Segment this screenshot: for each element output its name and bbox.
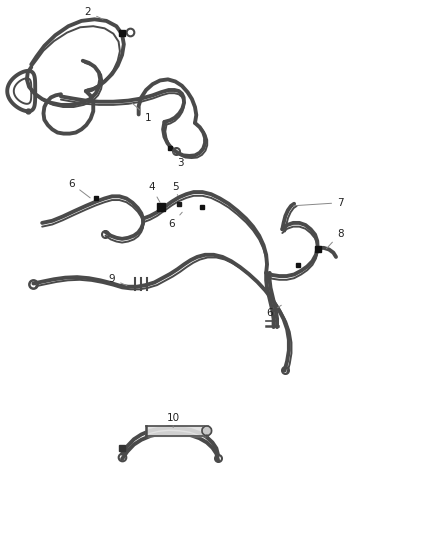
Text: 8: 8 [327,229,344,248]
Text: 10: 10 [166,413,180,427]
Ellipse shape [202,426,212,435]
Text: 1: 1 [131,102,152,123]
Text: 6: 6 [266,305,281,318]
Text: 9: 9 [109,274,127,286]
Text: 5: 5 [172,182,179,195]
Text: 6: 6 [169,212,182,229]
Text: 7: 7 [294,198,344,208]
Text: 3: 3 [173,153,184,168]
Text: 6: 6 [68,179,90,198]
Text: 4: 4 [148,182,160,203]
Text: 2: 2 [85,7,103,19]
